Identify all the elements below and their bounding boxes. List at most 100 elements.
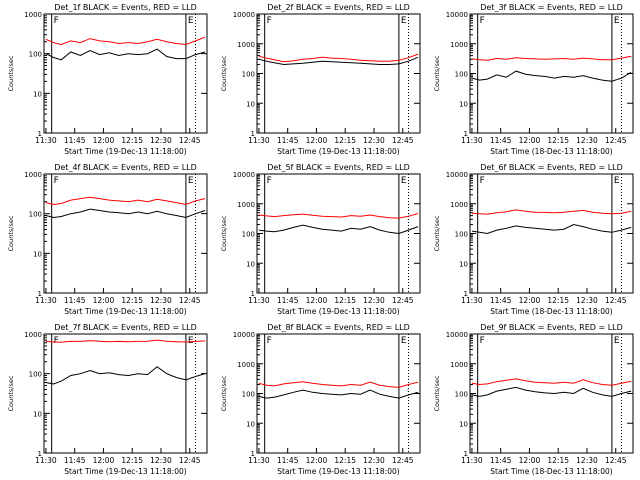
x-tick-label: 11:45 bbox=[64, 136, 86, 145]
x-tick-label: 11:30 bbox=[461, 296, 483, 305]
marker-label: E bbox=[401, 16, 407, 26]
y-tick-label: 1000 bbox=[24, 331, 42, 339]
x-tick-label: 12:15 bbox=[121, 136, 143, 145]
y-axis-label: Counts/sec bbox=[220, 375, 228, 411]
y-tick-label: 10 bbox=[459, 260, 468, 268]
x-tick-label: 12:45 bbox=[605, 456, 627, 465]
x-tick-label: 12:15 bbox=[547, 136, 569, 145]
x-tick-label: 12:15 bbox=[547, 456, 569, 465]
series-line-red bbox=[471, 55, 632, 61]
series-line-red bbox=[471, 378, 632, 386]
x-tick-label: 11:45 bbox=[277, 136, 299, 145]
x-tick-label: 12:15 bbox=[334, 296, 356, 305]
plot-frame bbox=[43, 13, 208, 134]
x-tick-label: 12:00 bbox=[519, 296, 541, 305]
y-tick-label: 100 bbox=[242, 391, 255, 399]
x-tick-label: 12:15 bbox=[334, 456, 356, 465]
y-tick-label: 100 bbox=[29, 211, 42, 219]
y-tick-label: 10 bbox=[246, 260, 255, 268]
x-tick-label: 11:30 bbox=[461, 136, 483, 145]
y-tick-label: 1 bbox=[464, 450, 468, 458]
y-tick-label: 1000 bbox=[24, 171, 42, 179]
y-tick-label: 10 bbox=[246, 100, 255, 108]
y-tick-label: 1000 bbox=[24, 11, 42, 19]
marker-label: F bbox=[54, 336, 59, 346]
y-tick-label: 10 bbox=[246, 420, 255, 428]
x-tick-label: 12:30 bbox=[363, 296, 385, 305]
y-axis-label: Counts/sec bbox=[220, 215, 228, 251]
series-line-black bbox=[471, 70, 632, 82]
x-axis-label: Start Time (19-Dec-13 11:18:00) bbox=[277, 467, 399, 476]
chart-title: Det_1f BLACK = Events, RED = LLD bbox=[54, 3, 197, 12]
x-tick-label: 12:00 bbox=[93, 136, 115, 145]
detector-panel-8: Det_8f BLACK = Events, RED = LLD 1 10 100 10… bbox=[220, 323, 421, 476]
x-tick-label: 11:30 bbox=[35, 456, 57, 465]
x-tick-label: 12:00 bbox=[306, 136, 328, 145]
series-line-red bbox=[45, 339, 206, 343]
y-tick-label: 100 bbox=[242, 71, 255, 79]
y-axis-label: Counts/sec bbox=[7, 375, 15, 411]
marker-label: F bbox=[267, 336, 272, 346]
y-tick-label: 10 bbox=[33, 250, 42, 258]
x-axis-label: Start Time (18-Dec-13 11:18:00) bbox=[490, 147, 612, 156]
chart-title: Det_6f BLACK = Events, RED = LLD bbox=[480, 163, 623, 172]
x-tick-label: 11:45 bbox=[277, 456, 299, 465]
x-tick-label: 12:30 bbox=[576, 296, 598, 305]
plot-frame bbox=[469, 13, 634, 134]
x-tick-label: 12:30 bbox=[363, 136, 385, 145]
x-tick-label: 12:45 bbox=[392, 136, 414, 145]
marker-label: F bbox=[54, 16, 59, 26]
y-tick-label: 1000 bbox=[237, 361, 255, 369]
x-tick-label: 11:45 bbox=[490, 456, 512, 465]
marker-label: E bbox=[401, 176, 407, 186]
marker-label: E bbox=[401, 336, 407, 346]
x-tick-label: 11:45 bbox=[64, 296, 86, 305]
y-axis-label: Counts/sec bbox=[433, 375, 441, 411]
x-axis-label: Start Time (19-Dec-13 11:18:00) bbox=[64, 307, 186, 316]
x-tick-label: 12:00 bbox=[519, 456, 541, 465]
y-tick-label: 10000 bbox=[233, 11, 255, 19]
y-tick-label: 1 bbox=[464, 290, 468, 298]
x-tick-label: 11:45 bbox=[490, 136, 512, 145]
x-tick-label: 12:30 bbox=[150, 136, 172, 145]
plot-frame bbox=[43, 333, 208, 454]
y-axis-label: Counts/sec bbox=[433, 215, 441, 251]
series-line-red bbox=[45, 36, 206, 46]
y-tick-label: 1000 bbox=[237, 201, 255, 209]
x-tick-label: 12:30 bbox=[150, 456, 172, 465]
marker-label: E bbox=[614, 16, 620, 26]
detector-panel-4: Det_4f BLACK = Events, RED = LLD 1 10 100 10… bbox=[7, 163, 208, 316]
x-tick-label: 12:15 bbox=[121, 296, 143, 305]
x-tick-label: 11:30 bbox=[248, 296, 270, 305]
y-tick-label: 1 bbox=[38, 130, 42, 138]
x-axis-label: Start Time (19-Dec-13 11:18:00) bbox=[64, 467, 186, 476]
y-tick-label: 10000 bbox=[446, 331, 468, 339]
detector-panel-3: Det_3f BLACK = Events, RED = LLD 1 10 100 10… bbox=[433, 3, 634, 156]
x-tick-label: 12:00 bbox=[93, 296, 115, 305]
x-axis-label: Start Time (18-Dec-13 11:18:00) bbox=[490, 307, 612, 316]
y-tick-label: 10000 bbox=[446, 171, 468, 179]
x-axis-label: Start Time (19-Dec-13 11:18:00) bbox=[277, 147, 399, 156]
series-line-black bbox=[471, 223, 632, 235]
marker-label: F bbox=[480, 176, 485, 186]
y-tick-label: 10000 bbox=[446, 11, 468, 19]
x-axis-label: Start Time (19-Dec-13 11:18:00) bbox=[64, 147, 186, 156]
chart-title: Det_3f BLACK = Events, RED = LLD bbox=[480, 3, 623, 12]
y-tick-label: 1000 bbox=[450, 201, 468, 209]
x-tick-label: 11:30 bbox=[461, 456, 483, 465]
x-tick-label: 12:15 bbox=[334, 136, 356, 145]
plot-frame bbox=[469, 173, 634, 294]
y-tick-label: 1 bbox=[251, 450, 255, 458]
series-line-black bbox=[45, 48, 206, 61]
x-tick-label: 12:30 bbox=[576, 136, 598, 145]
y-tick-label: 1 bbox=[38, 450, 42, 458]
x-tick-label: 12:15 bbox=[121, 456, 143, 465]
y-axis-label: Counts/sec bbox=[7, 215, 15, 251]
x-axis-label: Start Time (18-Dec-13 11:18:00) bbox=[490, 467, 612, 476]
series-line-black bbox=[45, 366, 206, 385]
y-tick-label: 100 bbox=[455, 71, 468, 79]
y-tick-label: 10000 bbox=[233, 171, 255, 179]
marker-label: F bbox=[267, 176, 272, 186]
x-tick-label: 12:45 bbox=[605, 136, 627, 145]
series-line-red bbox=[471, 209, 632, 215]
